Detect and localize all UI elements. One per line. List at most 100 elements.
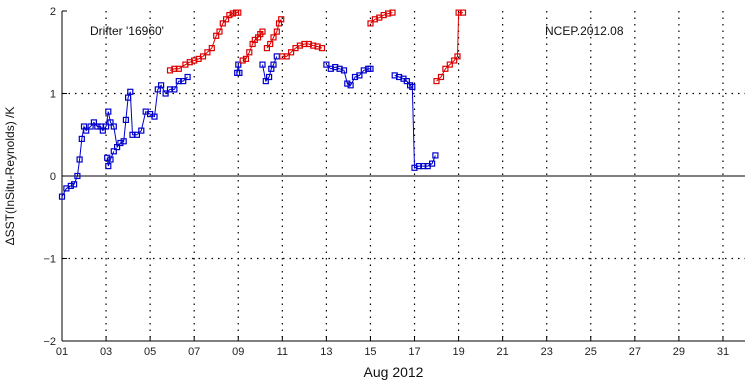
- data-point: [74, 172, 81, 180]
- data-point: [332, 63, 339, 71]
- x-tick-label: 27: [629, 346, 641, 358]
- x-tick-label: 15: [364, 346, 376, 358]
- data-point: [283, 53, 290, 60]
- data-point: [273, 28, 280, 35]
- data-point: [117, 139, 124, 147]
- x-tick-label: 25: [585, 346, 597, 358]
- data-point: [110, 148, 117, 155]
- y-tick-label: 0: [50, 171, 56, 183]
- data-point: [124, 94, 132, 101]
- data-point: [385, 10, 392, 17]
- data-point: [318, 44, 326, 52]
- data-point: [415, 163, 422, 170]
- data-point: [409, 83, 416, 91]
- data-point: [263, 44, 270, 52]
- data-point: [175, 77, 182, 85]
- data-point: [105, 163, 112, 170]
- data-point: [235, 61, 242, 68]
- data-point: [446, 61, 453, 68]
- data-point: [454, 53, 461, 60]
- data-point: [451, 57, 458, 64]
- data-point: [184, 73, 191, 81]
- data-point: [411, 164, 418, 171]
- data-point: [94, 123, 101, 130]
- x-tick-label: 11: [277, 346, 288, 358]
- data-point: [347, 82, 354, 89]
- series-line: [262, 56, 278, 83]
- data-point: [122, 116, 130, 124]
- data-point: [151, 113, 158, 120]
- data-point: [110, 123, 117, 130]
- x-tick-label: 23: [541, 346, 553, 358]
- y-tick-label: 2: [50, 6, 56, 18]
- data-point: [213, 32, 220, 39]
- x-tick-label: 21: [497, 346, 509, 358]
- data-point: [129, 131, 136, 138]
- data-point: [199, 53, 207, 60]
- data-point: [113, 144, 121, 151]
- series-1: [166, 9, 467, 85]
- data-point: [242, 55, 250, 63]
- data-point: [219, 20, 226, 27]
- y-tick-label: 1: [50, 89, 56, 101]
- data-point: [246, 49, 253, 56]
- annotation-drifter: Drifter '16960': [90, 24, 164, 38]
- x-tick-label: 29: [673, 346, 685, 358]
- data-point: [78, 135, 85, 142]
- data-point: [138, 127, 145, 134]
- data-point: [105, 108, 112, 115]
- series-line: [394, 74, 436, 169]
- data-point: [459, 9, 467, 16]
- data-point: [262, 77, 269, 85]
- data-point: [314, 43, 321, 50]
- data-point: [58, 193, 66, 200]
- data-point: [433, 77, 440, 85]
- data-point: [104, 154, 111, 161]
- data-point: [367, 65, 374, 72]
- data-point: [175, 65, 182, 72]
- x-tick-label: 17: [408, 346, 420, 358]
- data-point: [455, 9, 462, 16]
- data-point: [166, 67, 174, 74]
- data-point: [442, 65, 449, 72]
- data-point: [391, 72, 398, 79]
- data-point: [166, 86, 174, 93]
- data-point: [396, 73, 403, 81]
- data-point: [133, 131, 140, 138]
- data-point: [154, 86, 161, 93]
- data-point: [239, 57, 246, 64]
- data-point: [356, 72, 363, 79]
- data-point: [403, 77, 410, 85]
- data-point: [266, 73, 273, 81]
- data-point: [162, 90, 169, 97]
- data-point: [235, 9, 242, 16]
- data-point: [226, 12, 233, 19]
- data-point: [389, 9, 396, 16]
- x-axis-label: Aug 2012: [364, 364, 424, 380]
- data-point: [127, 88, 134, 95]
- data-point: [270, 61, 277, 68]
- data-point: [76, 156, 83, 163]
- x-tick-label: 09: [232, 346, 244, 358]
- data-point: [310, 42, 317, 49]
- x-tick-label: 31: [717, 346, 729, 358]
- data-point: [120, 138, 127, 145]
- annotation-ncep: NCEP.2012.08: [545, 24, 624, 38]
- x-tick-label: 01: [56, 346, 68, 358]
- x-tick-label: 19: [452, 346, 464, 358]
- data-point: [367, 20, 374, 27]
- data-point: [340, 67, 348, 74]
- data-point: [102, 123, 110, 130]
- series-0: [58, 53, 439, 200]
- data-point: [216, 28, 223, 35]
- y-axis-label: ΔSST(InSitu-Reynolds) /K: [3, 107, 17, 246]
- data-point: [83, 127, 90, 134]
- data-point: [323, 61, 330, 68]
- series-line: [236, 64, 240, 73]
- data-point: [259, 28, 266, 35]
- x-tick-label: 03: [100, 346, 112, 358]
- data-point: [259, 61, 266, 68]
- data-point: [344, 80, 351, 87]
- data-point: [158, 82, 165, 89]
